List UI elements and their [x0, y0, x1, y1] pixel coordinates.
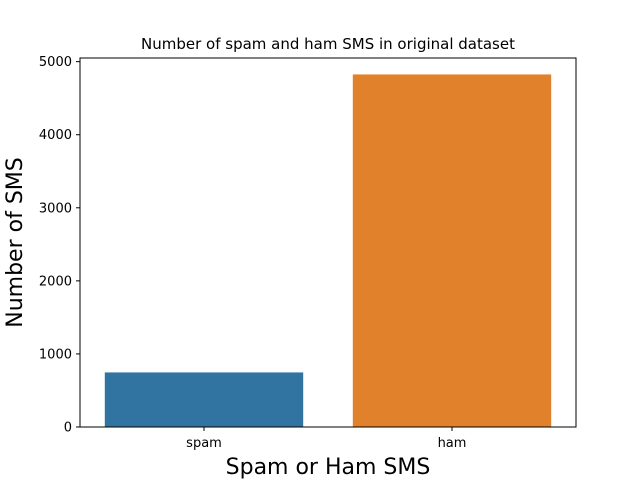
bars-layer	[104, 74, 552, 427]
y-tick-label: 5000	[39, 55, 72, 70]
x-tick-label: spam	[186, 436, 222, 451]
y-tick-label: 1000	[39, 347, 72, 362]
x-axis-label: Spam or Ham SMS	[226, 455, 431, 480]
y-tick-label: 2000	[39, 274, 72, 289]
y-tick-label: 0	[64, 421, 72, 436]
y-axis-label: Number of SMS	[3, 157, 28, 327]
y-tick-label: 3000	[39, 201, 72, 216]
x-axis: spam ham	[186, 427, 466, 451]
chart-title: Number of spam and ham SMS in original d…	[141, 35, 515, 53]
x-tick-label: ham	[438, 436, 467, 451]
plot-frame	[79, 57, 577, 428]
y-tick-label: 4000	[39, 128, 72, 143]
y-axis: 0 1000 2000 3000 4000 5000	[39, 55, 80, 436]
bar-ham	[352, 74, 552, 427]
bar-spam	[104, 372, 304, 427]
